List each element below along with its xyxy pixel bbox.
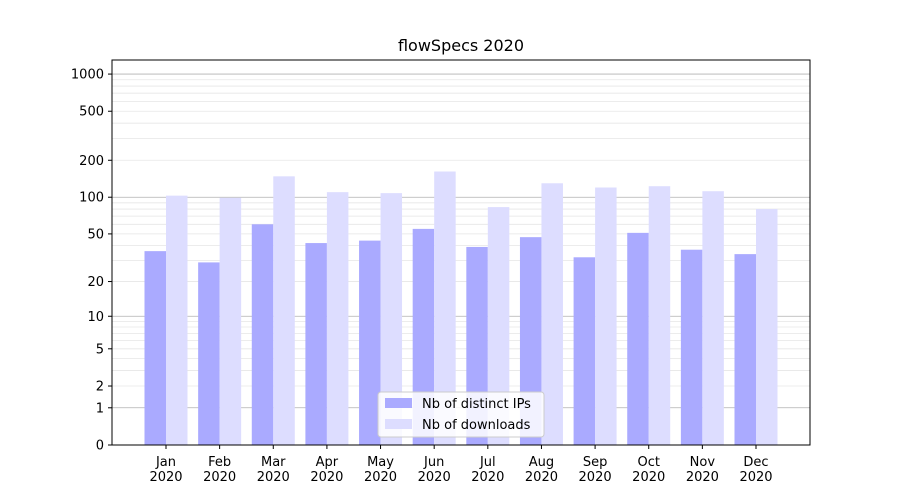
bar — [702, 191, 724, 445]
x-axis: Jan 2020 Feb 2020 Mar 2020 Apr 2020 May 2020 Jun 20… — [149, 445, 773, 485]
bar — [756, 209, 778, 445]
bar — [305, 243, 327, 445]
legend-box — [377, 391, 545, 438]
bar — [541, 183, 563, 445]
x-tick-label: Feb 2020 — [203, 455, 236, 485]
y-tick-label: 2 — [96, 380, 104, 395]
bars — [144, 171, 778, 446]
bar — [198, 262, 220, 445]
plot-frame — [111, 59, 811, 446]
x-tick-label: Apr 2020 — [310, 455, 343, 485]
legend: Nb of distinct IPs Nb of downloads — [377, 391, 545, 438]
bar — [573, 257, 596, 445]
x-tick-label: Jul 2020 — [471, 455, 504, 485]
chart-title: flowSpecs 2020 — [398, 36, 524, 55]
bar — [326, 192, 349, 445]
legend-swatch — [385, 419, 412, 429]
bar — [251, 224, 274, 445]
y-tick-label: 100 — [79, 191, 104, 206]
y-tick-label: 5 — [96, 342, 104, 357]
legend-swatch — [385, 398, 412, 408]
legend-label: Nb of distinct IPs — [422, 397, 531, 412]
x-tick-label: Jan 2020 — [149, 455, 182, 485]
x-tick-label: Aug 2020 — [525, 455, 558, 485]
y-tick-label: 10 — [87, 310, 104, 325]
bar — [273, 176, 295, 445]
bar — [487, 207, 510, 445]
bar — [680, 249, 703, 445]
y-tick-label: 500 — [79, 105, 104, 120]
bar — [595, 187, 617, 446]
bar — [434, 171, 456, 445]
bar — [219, 197, 242, 445]
y-tick-label: 1000 — [71, 68, 104, 83]
bar — [166, 195, 188, 445]
bar — [359, 240, 381, 445]
bar — [627, 232, 649, 445]
x-tick-label: Dec 2020 — [739, 455, 772, 485]
x-tick-label: Nov 2020 — [686, 455, 719, 485]
x-tick-label: Jun 2020 — [418, 455, 451, 485]
x-tick-label: Mar 2020 — [257, 455, 290, 485]
y-tick-label: 50 — [87, 227, 104, 242]
y-tick-label: 20 — [87, 275, 104, 290]
bar — [412, 228, 435, 445]
bar — [144, 251, 166, 445]
y-tick-label: 1 — [96, 401, 104, 416]
x-tick-label: May 2020 — [364, 455, 397, 485]
bar — [380, 193, 403, 445]
bar — [734, 254, 756, 445]
legend-label: Nb of downloads — [422, 418, 531, 433]
x-tick-label: Sep 2020 — [579, 455, 612, 485]
bar — [648, 186, 671, 445]
y-tick-label: 0 — [96, 439, 104, 454]
y-axis: 0 1 2 5 10 20 50 100 200 500 1000 — [71, 68, 112, 454]
x-tick-label: Oct 2020 — [632, 455, 665, 485]
y-tick-label: 200 — [79, 154, 104, 169]
